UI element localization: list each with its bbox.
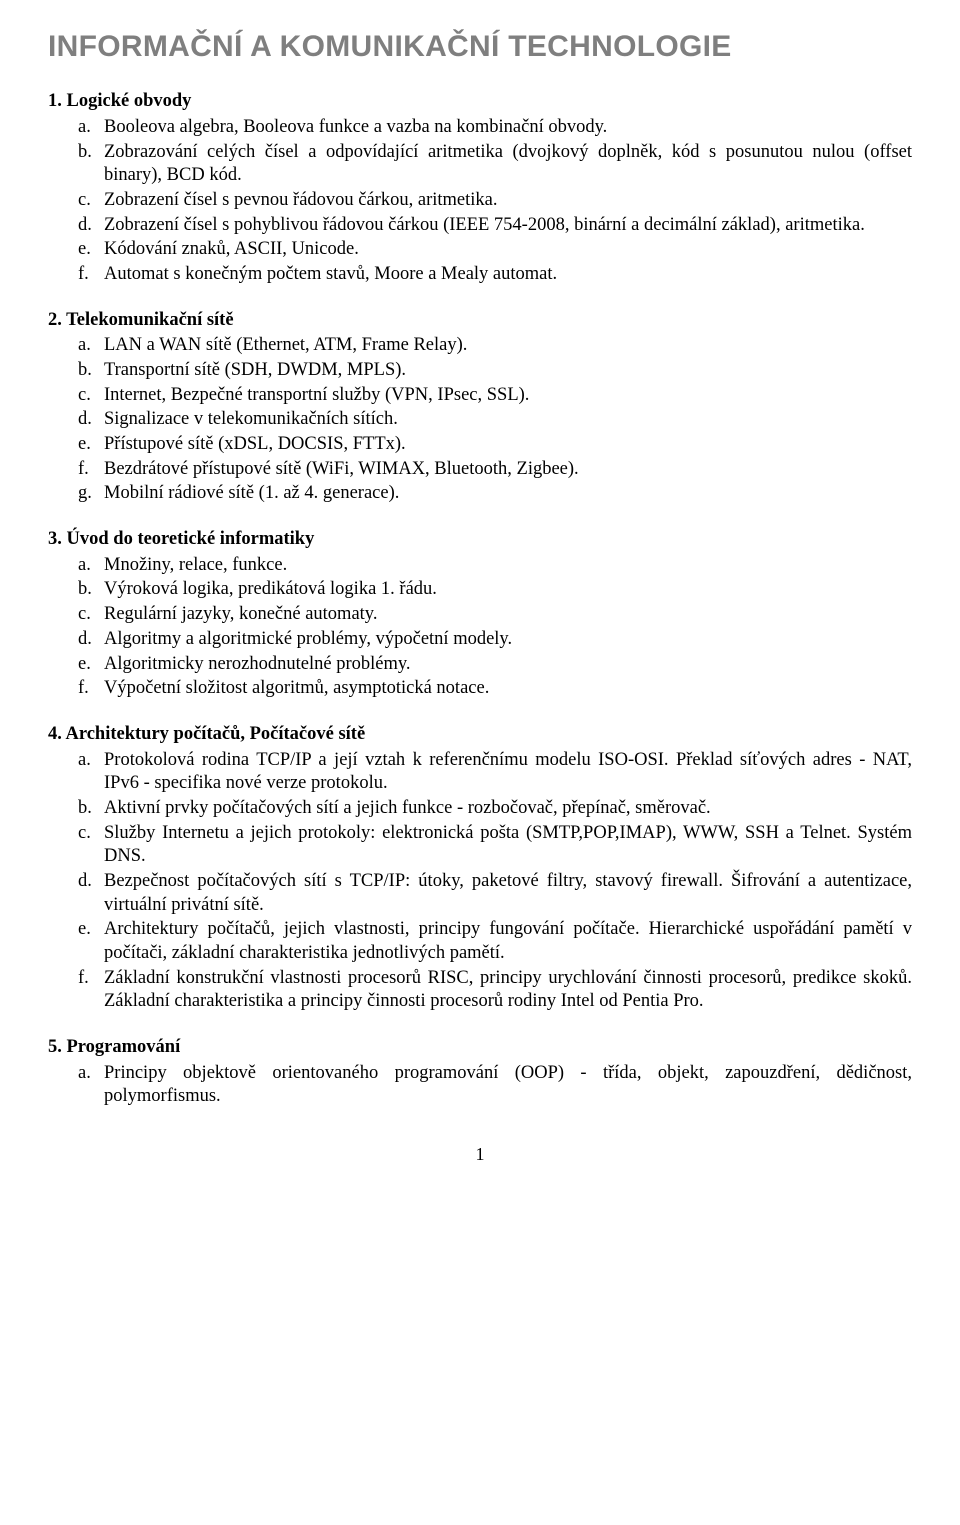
- item-marker: d.: [48, 870, 104, 917]
- item-list: a.LAN a WAN sítě (Ethernet, ATM, Frame R…: [48, 334, 912, 506]
- list-item: a.Booleova algebra, Booleova funkce a va…: [48, 116, 912, 140]
- list-item: a.Protokolová rodina TCP/IP a její vztah…: [48, 749, 912, 796]
- list-item: f.Automat s konečným počtem stavů, Moore…: [48, 263, 912, 287]
- item-marker: b.: [48, 578, 104, 602]
- item-marker: a.: [48, 749, 104, 796]
- item-marker: b.: [48, 141, 104, 188]
- section: 5. Programovánía.Principy objektově orie…: [48, 1036, 912, 1109]
- section: 2. Telekomunikační sítěa.LAN a WAN sítě …: [48, 309, 912, 506]
- item-marker: g.: [48, 482, 104, 506]
- item-marker: e.: [48, 433, 104, 457]
- list-item: b.Transportní sítě (SDH, DWDM, MPLS).: [48, 359, 912, 383]
- item-text: Kódování znaků, ASCII, Unicode.: [104, 238, 912, 262]
- list-item: b.Výroková logika, predikátová logika 1.…: [48, 578, 912, 602]
- list-item: d.Bezpečnost počítačových sítí s TCP/IP:…: [48, 870, 912, 917]
- section-heading: 3. Úvod do teoretické informatiky: [48, 528, 912, 552]
- item-text: Algoritmicky nerozhodnutelné problémy.: [104, 653, 912, 677]
- section: 1. Logické obvodya.Booleova algebra, Boo…: [48, 90, 912, 286]
- list-item: b.Aktivní prvky počítačových sítí a jeji…: [48, 797, 912, 821]
- list-item: c.Zobrazení čísel s pevnou řádovou čárko…: [48, 189, 912, 213]
- item-text: Zobrazení čísel s pevnou řádovou čárkou,…: [104, 189, 912, 213]
- list-item: d.Algoritmy a algoritmické problémy, výp…: [48, 628, 912, 652]
- item-text: Regulární jazyky, konečné automaty.: [104, 603, 912, 627]
- item-marker: a.: [48, 334, 104, 358]
- item-marker: f.: [48, 677, 104, 701]
- item-marker: e.: [48, 918, 104, 965]
- item-marker: f.: [48, 263, 104, 287]
- section-heading: 1. Logické obvody: [48, 90, 912, 114]
- section: 4. Architektury počítačů, Počítačové sít…: [48, 723, 912, 1014]
- item-marker: a.: [48, 554, 104, 578]
- list-item: c.Služby Internetu a jejich protokoly: e…: [48, 822, 912, 869]
- list-item: d.Zobrazení čísel s pohyblivou řádovou č…: [48, 214, 912, 238]
- document-title: INFORMAČNÍ A KOMUNIKAČNÍ TECHNOLOGIE: [48, 28, 912, 66]
- list-item: f.Základní konstrukční vlastnosti proces…: [48, 967, 912, 1014]
- item-text: Bezdrátové přístupové sítě (WiFi, WIMAX,…: [104, 458, 912, 482]
- list-item: a.Množiny, relace, funkce.: [48, 554, 912, 578]
- item-text: Základní konstrukční vlastnosti procesor…: [104, 967, 912, 1014]
- list-item: e.Kódování znaků, ASCII, Unicode.: [48, 238, 912, 262]
- item-text: Zobrazení čísel s pohyblivou řádovou čár…: [104, 214, 912, 238]
- item-text: LAN a WAN sítě (Ethernet, ATM, Frame Rel…: [104, 334, 912, 358]
- item-text: Výpočetní složitost algoritmů, asymptoti…: [104, 677, 912, 701]
- item-text: Internet, Bezpečné transportní služby (V…: [104, 384, 912, 408]
- item-text: Signalizace v telekomunikačních sítích.: [104, 408, 912, 432]
- section-heading: 5. Programování: [48, 1036, 912, 1060]
- item-text: Algoritmy a algoritmické problémy, výpoč…: [104, 628, 912, 652]
- page-number: 1: [48, 1143, 912, 1166]
- item-marker: e.: [48, 238, 104, 262]
- item-marker: f.: [48, 967, 104, 1014]
- list-item: c.Regulární jazyky, konečné automaty.: [48, 603, 912, 627]
- list-item: a.Principy objektově orientovaného progr…: [48, 1062, 912, 1109]
- item-marker: d.: [48, 214, 104, 238]
- list-item: e.Architektury počítačů, jejich vlastnos…: [48, 918, 912, 965]
- item-text: Aktivní prvky počítačových sítí a jejich…: [104, 797, 912, 821]
- item-marker: a.: [48, 1062, 104, 1109]
- item-marker: c.: [48, 822, 104, 869]
- section: 3. Úvod do teoretické informatikya.Množi…: [48, 528, 912, 701]
- item-marker: c.: [48, 384, 104, 408]
- item-marker: f.: [48, 458, 104, 482]
- item-text: Služby Internetu a jejich protokoly: ele…: [104, 822, 912, 869]
- item-marker: c.: [48, 603, 104, 627]
- item-text: Booleova algebra, Booleova funkce a vazb…: [104, 116, 912, 140]
- item-list: a.Protokolová rodina TCP/IP a její vztah…: [48, 749, 912, 1014]
- list-item: b.Zobrazování celých čísel a odpovídajíc…: [48, 141, 912, 188]
- list-item: a.LAN a WAN sítě (Ethernet, ATM, Frame R…: [48, 334, 912, 358]
- item-marker: b.: [48, 797, 104, 821]
- item-marker: d.: [48, 628, 104, 652]
- item-text: Zobrazování celých čísel a odpovídající …: [104, 141, 912, 188]
- item-text: Transportní sítě (SDH, DWDM, MPLS).: [104, 359, 912, 383]
- item-text: Výroková logika, predikátová logika 1. ř…: [104, 578, 912, 602]
- item-text: Automat s konečným počtem stavů, Moore a…: [104, 263, 912, 287]
- item-marker: b.: [48, 359, 104, 383]
- item-marker: c.: [48, 189, 104, 213]
- item-list: a.Booleova algebra, Booleova funkce a va…: [48, 116, 912, 287]
- item-text: Principy objektově orientovaného program…: [104, 1062, 912, 1109]
- item-text: Přístupové sítě (xDSL, DOCSIS, FTTx).: [104, 433, 912, 457]
- item-text: Množiny, relace, funkce.: [104, 554, 912, 578]
- item-list: a.Množiny, relace, funkce.b.Výroková log…: [48, 554, 912, 701]
- item-text: Mobilní rádiové sítě (1. až 4. generace)…: [104, 482, 912, 506]
- section-heading: 2. Telekomunikační sítě: [48, 309, 912, 333]
- list-item: f.Výpočetní složitost algoritmů, asympto…: [48, 677, 912, 701]
- list-item: f.Bezdrátové přístupové sítě (WiFi, WIMA…: [48, 458, 912, 482]
- item-text: Architektury počítačů, jejich vlastnosti…: [104, 918, 912, 965]
- list-item: g.Mobilní rádiové sítě (1. až 4. generac…: [48, 482, 912, 506]
- item-list: a.Principy objektově orientovaného progr…: [48, 1062, 912, 1109]
- item-marker: a.: [48, 116, 104, 140]
- item-text: Protokolová rodina TCP/IP a její vztah k…: [104, 749, 912, 796]
- list-item: d.Signalizace v telekomunikačních sítích…: [48, 408, 912, 432]
- item-marker: e.: [48, 653, 104, 677]
- list-item: e.Přístupové sítě (xDSL, DOCSIS, FTTx).: [48, 433, 912, 457]
- list-item: e.Algoritmicky nerozhodnutelné problémy.: [48, 653, 912, 677]
- list-item: c.Internet, Bezpečné transportní služby …: [48, 384, 912, 408]
- item-text: Bezpečnost počítačových sítí s TCP/IP: ú…: [104, 870, 912, 917]
- item-marker: d.: [48, 408, 104, 432]
- section-heading: 4. Architektury počítačů, Počítačové sít…: [48, 723, 912, 747]
- sections-container: 1. Logické obvodya.Booleova algebra, Boo…: [48, 90, 912, 1109]
